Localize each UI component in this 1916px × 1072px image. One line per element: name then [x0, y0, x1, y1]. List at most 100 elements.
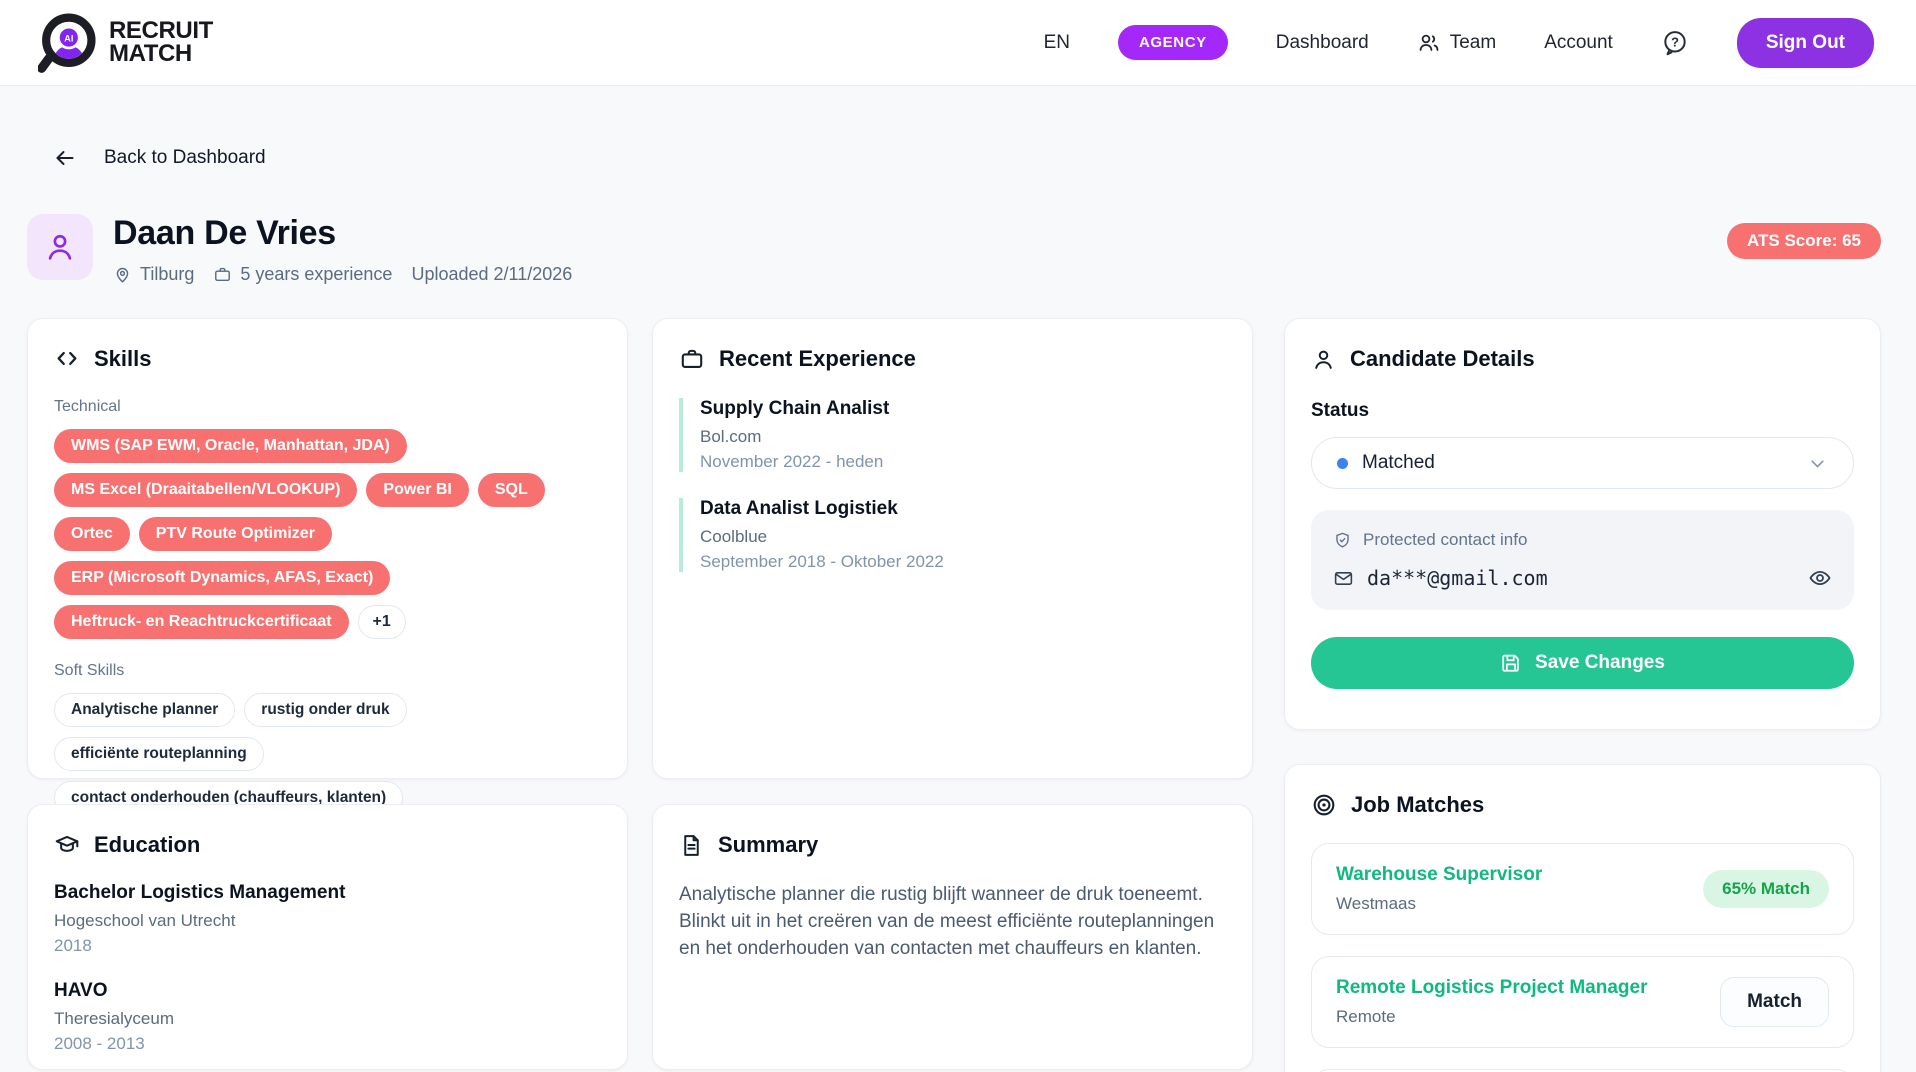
status-dot — [1337, 457, 1348, 469]
job-match-location: Westmaas — [1336, 894, 1416, 913]
main-nav: EN AGENCY Dashboard Team Account ? Sign … — [1043, 17, 1874, 68]
status-label: Status — [1311, 400, 1370, 421]
education-degree: Bachelor Logistics Management — [54, 882, 346, 903]
briefcase-icon — [681, 349, 703, 368]
language-switcher[interactable]: EN — [1043, 31, 1070, 53]
document-icon — [684, 834, 699, 856]
candidate-location: Tilburg — [113, 264, 194, 285]
protected-contact-label: Protected contact info — [1363, 530, 1528, 549]
job-match-title: Remote Logistics Project Manager — [1336, 977, 1648, 998]
status-value: Matched — [1362, 452, 1435, 473]
experience-list: Supply Chain Analist Bol.com November 2022… — [679, 398, 1226, 572]
soft-skill-pill: efficiënte routeplanning — [54, 737, 264, 771]
experience-role: Data Analist Logistiek — [700, 498, 898, 519]
user-icon — [1315, 350, 1332, 369]
briefcase-icon — [215, 267, 231, 281]
experience-period: November 2022 - heden — [700, 452, 884, 471]
technical-skill-pill: Ortec — [54, 517, 130, 551]
save-changes-button[interactable]: Save Changes — [1311, 637, 1854, 689]
eye-icon — [1809, 571, 1831, 585]
match-percentage-badge: 65% Match — [1703, 870, 1829, 908]
more-skills-chip[interactable]: +1 — [357, 605, 406, 639]
education-period: 2018 — [54, 936, 92, 955]
education-school: Hogeschool van Utrecht — [54, 911, 236, 930]
nav-dashboard[interactable]: Dashboard — [1275, 31, 1369, 53]
map-pin-icon — [116, 267, 129, 283]
svg-text:?: ? — [1671, 34, 1679, 49]
education-item: Bachelor Logistics Management Hogeschool … — [54, 882, 601, 956]
experience-company: Coolblue — [700, 527, 768, 546]
soft-skill-pill: rustig onder druk — [244, 693, 407, 727]
job-match-card[interactable]: Warehouse Supervisor Westmaas 65% Match — [1311, 843, 1854, 935]
experience-company: Bol.com — [700, 427, 762, 446]
experience-period: September 2018 - Oktober 2022 — [700, 552, 944, 571]
job-match-location: Remote — [1336, 1007, 1396, 1026]
job-match-title: Warehouse Supervisor — [1336, 864, 1543, 885]
logo-ai-badge: AI — [64, 33, 73, 43]
technical-skills-list: WMS (SAP EWM, Oracle, Manhattan, JDA) MS … — [54, 429, 601, 639]
sign-out-button[interactable]: Sign Out — [1736, 17, 1874, 68]
back-to-dashboard-link[interactable]: Back to Dashboard — [53, 146, 266, 170]
nav-team[interactable]: Team — [1417, 31, 1496, 55]
education-item: HAVO Theresialyceum 2008 - 2013 — [54, 980, 601, 1054]
job-match-info: Warehouse Supervisor Westmaas — [1336, 864, 1542, 914]
skills-card: Skills Technical WMS (SAP EWM, Oracle, M… — [27, 318, 628, 815]
status-select[interactable]: Matched — [1311, 437, 1854, 489]
ats-score-badge: ATS Score: 65 — [1726, 223, 1881, 259]
job-match-info: Remote Logistics Project Manager Remote — [1336, 977, 1647, 1027]
experience-item: Data Analist Logistiek Coolblue September … — [679, 498, 1226, 572]
education-title: Education — [94, 832, 201, 857]
technical-skills-label: Technical — [54, 398, 121, 415]
experience-item: Supply Chain Analist Bol.com November 2022… — [679, 398, 1226, 472]
masked-email: da***@gmail.com — [1367, 566, 1548, 590]
role-badge: AGENCY — [1117, 25, 1228, 60]
job-matches-title: Job Matches — [1351, 792, 1485, 817]
soft-skill-pill: Analytische planner — [54, 693, 236, 727]
skills-title: Skills — [94, 346, 152, 371]
team-users-icon — [1419, 34, 1439, 51]
help-bubble-icon: ? — [1664, 30, 1686, 55]
candidate-name: Daan De Vries — [113, 214, 336, 252]
education-period: 2008 - 2013 — [54, 1034, 145, 1053]
education-card: Education Bachelor Logistics Management H… — [27, 804, 628, 1070]
recruitmatch-logo-icon: AI — [38, 13, 96, 73]
reveal-email-button[interactable] — [1808, 566, 1832, 590]
card-grid: Skills Technical WMS (SAP EWM, Oracle, M… — [27, 318, 1881, 1072]
job-matches-card: Job Matches Warehouse Supervisor Westmaas… — [1284, 764, 1881, 1072]
brand-logo[interactable]: AI RECRUIT MATCH — [38, 12, 213, 74]
save-icon — [1502, 654, 1519, 672]
match-button[interactable]: Match — [1720, 977, 1829, 1027]
soft-skills-label: Soft Skills — [54, 662, 125, 679]
avatar — [27, 214, 93, 280]
help-button[interactable]: ? — [1661, 29, 1689, 57]
education-list: Bachelor Logistics Management Hogeschool … — [54, 882, 601, 1054]
job-match-card[interactable]: Remote Logistics Project Manager Remote Ma… — [1311, 956, 1854, 1048]
top-navigation-bar: AI RECRUIT MATCH EN AGENCY Dashboard Tea… — [0, 0, 1916, 86]
brand-wordmark: RECRUIT MATCH — [109, 16, 213, 67]
job-matches-list: Warehouse Supervisor Westmaas 65% Match Rem… — [1311, 843, 1854, 1048]
person-icon — [48, 234, 72, 260]
recent-experience-card: Recent Experience Supply Chain Analist Bo… — [652, 318, 1253, 779]
arrow-left-icon — [56, 151, 74, 165]
mail-icon — [1334, 571, 1353, 585]
candidate-experience: 5 years experience — [213, 264, 392, 285]
summary-title: Summary — [718, 832, 819, 857]
technical-skill-pill: ERP (Microsoft Dynamics, AFAS, Exact) — [54, 561, 391, 595]
code-icon — [57, 351, 77, 366]
chevron-down-icon — [1807, 453, 1828, 474]
candidate-uploaded-date: Uploaded 2/11/2026 — [411, 264, 573, 284]
summary-text: Analytische planner die rustig blijft wa… — [679, 884, 1215, 960]
target-icon — [1313, 794, 1335, 816]
nav-account[interactable]: Account — [1544, 31, 1613, 53]
technical-skill-pill: PTV Route Optimizer — [138, 517, 332, 551]
candidate-details-card: Candidate Details Status Matched Pro — [1284, 318, 1881, 730]
experience-role: Supply Chain Analist — [700, 398, 890, 419]
candidate-meta: Tilburg 5 years experience Uploaded 2/11… — [113, 264, 572, 285]
protected-contact-box: Protected contact info da***@gmail.com — [1311, 510, 1854, 610]
soft-skills-list: Analytische planner rustig onder druk effi… — [54, 693, 601, 815]
technical-skill-pill: WMS (SAP EWM, Oracle, Manhattan, JDA) — [54, 429, 407, 463]
technical-skill-pill: Power BI — [366, 473, 469, 507]
graduation-cap-icon — [55, 835, 79, 852]
technical-skill-pill: SQL — [477, 473, 545, 507]
recent-experience-title: Recent Experience — [719, 346, 916, 371]
